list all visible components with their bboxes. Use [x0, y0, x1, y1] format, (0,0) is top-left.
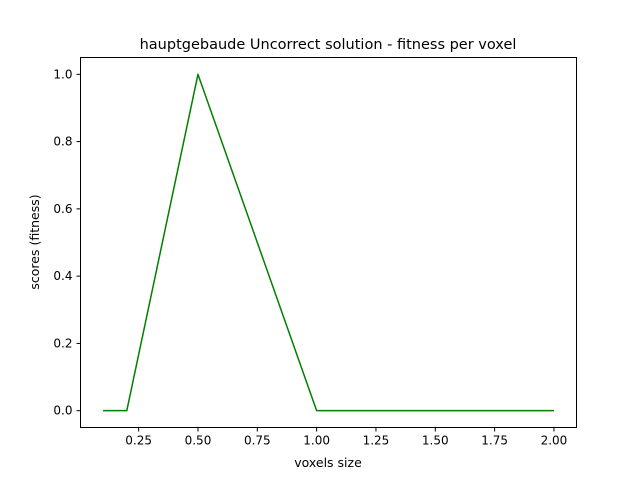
- x-tick-label: 1.50: [422, 434, 449, 448]
- y-tick-label: 0.8: [53, 135, 72, 149]
- x-tick-label: 0.25: [125, 434, 152, 448]
- axes-frame: [80, 57, 577, 428]
- y-axis-label: scores (fitness): [27, 194, 42, 289]
- x-tick-label: 1.00: [303, 434, 330, 448]
- x-tick-label: 0.75: [244, 434, 271, 448]
- x-tick-label: 0.50: [185, 434, 212, 448]
- y-tick-label: 0.0: [53, 404, 72, 418]
- x-tick-label: 1.75: [481, 434, 508, 448]
- y-tick-label: 0.6: [53, 202, 72, 216]
- y-axis: 0.0 0.2 0.4 0.6 0.8 1.0: [53, 67, 81, 418]
- x-tick-label: 2.00: [541, 434, 568, 448]
- x-tick-label: 1.25: [363, 434, 390, 448]
- y-tick-label: 0.4: [53, 269, 72, 283]
- y-tick-label: 1.0: [53, 67, 72, 81]
- plot-area: [103, 73, 554, 412]
- y-tick-label: 0.2: [53, 336, 72, 350]
- x-axis: 0.25 0.50 0.75 1.00 1.25 1.50 1.75 2.00: [125, 427, 568, 448]
- series-line-1: [103, 73, 554, 412]
- x-axis-label: voxels size: [294, 455, 362, 470]
- chart-title: hauptgebaude Uncorrect solution - fitnes…: [140, 37, 517, 53]
